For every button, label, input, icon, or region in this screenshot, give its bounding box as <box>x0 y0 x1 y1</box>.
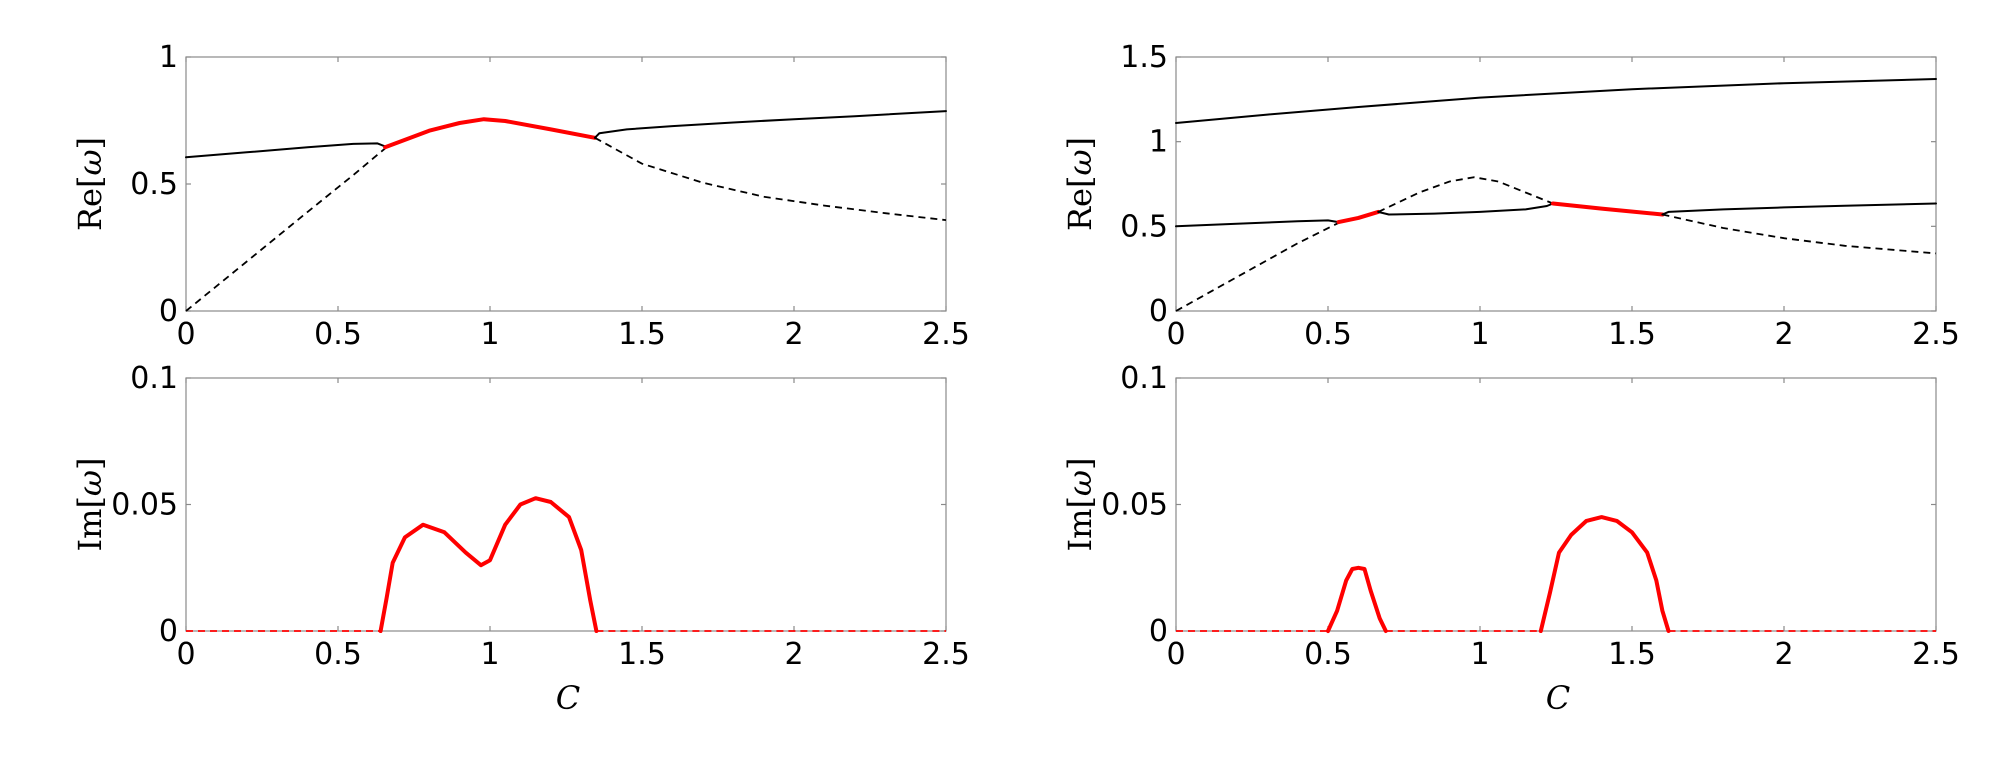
x-tick-label: 0 <box>1166 317 1185 352</box>
x-tick-label: 1 <box>480 317 499 352</box>
x-tick-label: 0 <box>176 637 195 672</box>
y-axis-label: Re[ω] <box>1061 137 1099 231</box>
x-axis-label: C <box>1546 679 1570 717</box>
y-tick-label: 0.1 <box>130 361 178 396</box>
plot-frame <box>1175 56 1937 312</box>
y-tick-label: 1 <box>159 40 178 75</box>
y-tick-label: 0.05 <box>111 488 178 523</box>
series-line-dashed <box>185 147 386 312</box>
x-tick-label: 1 <box>480 637 499 672</box>
plot-frame <box>185 377 947 632</box>
chart-panel-top-right: 0 0.5 1 1.5 2 2.5 0 0.5 1 1.5 Re[ω] <box>1061 40 1960 352</box>
x-axis-label: C <box>556 679 580 717</box>
chart-panel-top-left: 0 0.5 1 1.5 2 2.5 0 0.5 1 Re[ω] <box>71 40 970 352</box>
series-line-thick <box>383 117 597 150</box>
x-tick-label: 0.5 <box>1304 637 1352 672</box>
chart-panel-bottom-left: 0 0.5 1 1.5 2 2.5 0 0.05 0.1 Im[ω] C <box>71 361 970 717</box>
series-line-dashed <box>1377 176 1554 213</box>
series-line-solid <box>1175 78 1937 124</box>
series-line-solid <box>185 142 387 159</box>
plot-frame <box>1175 377 1937 632</box>
x-tick-label: 2.5 <box>922 637 970 672</box>
series-line-solid <box>1661 202 1937 216</box>
y-tick-label: 0.5 <box>1120 209 1168 244</box>
y-axis-label: Im[ω] <box>1061 457 1099 551</box>
x-tick-label: 1.5 <box>618 637 666 672</box>
y-tick-label: 0.05 <box>1101 488 1168 523</box>
series-line-solid <box>1377 202 1554 216</box>
x-tick-label: 1 <box>1470 637 1489 672</box>
series-line-dashed <box>594 137 947 221</box>
chart-panel-bottom-right: 0 0.5 1 1.5 2 2.5 0 0.05 0.1 Im[ω] C <box>1061 361 1960 717</box>
x-tick-label: 1.5 <box>618 317 666 352</box>
x-tick-label: 0.5 <box>314 637 362 672</box>
y-tick-label: 0.5 <box>130 167 178 202</box>
y-tick-label: 1.5 <box>1120 40 1168 75</box>
y-tick-label: 0 <box>159 614 178 649</box>
x-tick-label: 1 <box>1470 317 1489 352</box>
series-line-dashed <box>1175 222 1340 312</box>
y-tick-label: 0 <box>159 294 178 329</box>
series-line-solid <box>1175 219 1340 228</box>
y-tick-label: 0 <box>1149 294 1168 329</box>
series-line-thick <box>1551 201 1665 217</box>
series-line-thick <box>378 496 599 633</box>
y-tick-label: 0 <box>1149 614 1168 649</box>
series-line-thick <box>1538 515 1671 633</box>
x-tick-label: 0 <box>1166 637 1185 672</box>
x-tick-label: 2 <box>784 637 803 672</box>
x-tick-label: 0 <box>176 317 195 352</box>
series-line-thick <box>1326 565 1388 633</box>
x-tick-label: 2 <box>784 317 803 352</box>
x-tick-label: 1.5 <box>1608 637 1656 672</box>
y-tick-label: 1 <box>1149 125 1168 160</box>
y-tick-label: 0.1 <box>1120 361 1168 396</box>
y-axis-label: Im[ω] <box>71 457 109 551</box>
x-tick-label: 2.5 <box>1912 637 1960 672</box>
x-tick-label: 2.5 <box>922 317 970 352</box>
series-line-dashed <box>1662 213 1937 255</box>
series-line-thick <box>1336 209 1381 225</box>
x-tick-label: 2 <box>1774 637 1793 672</box>
x-tick-label: 2.5 <box>1912 317 1960 352</box>
x-tick-label: 0.5 <box>314 317 362 352</box>
plot-frame <box>185 56 947 312</box>
series-line-solid <box>593 110 947 139</box>
x-tick-label: 2 <box>1774 317 1793 352</box>
x-tick-label: 0.5 <box>1304 317 1352 352</box>
x-tick-label: 1.5 <box>1608 317 1656 352</box>
y-axis-label: Re[ω] <box>71 137 109 231</box>
